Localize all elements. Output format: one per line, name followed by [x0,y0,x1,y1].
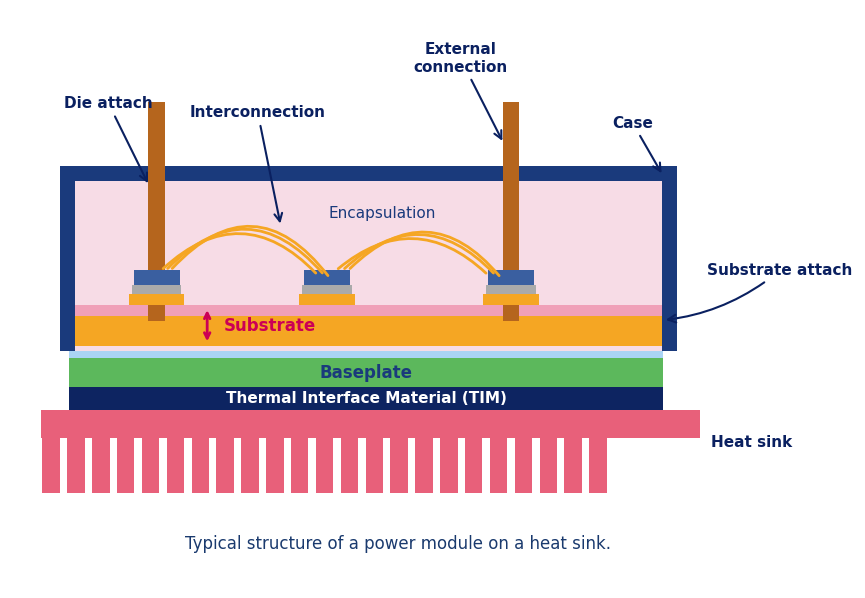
FancyArrowPatch shape [338,239,486,273]
Bar [74,306,662,316]
Text: Baseplate: Baseplate [319,364,413,382]
Bar [42,410,700,438]
Text: Thermal Interface Material (TIM): Thermal Interface Material (TIM) [226,392,506,407]
Text: Interconnection: Interconnection [189,105,326,221]
Text: Substrate: Substrate [224,317,316,335]
Bar [540,438,557,493]
Bar [241,438,259,493]
Bar [291,438,309,493]
Text: Case: Case [612,115,660,171]
Bar [133,270,180,285]
Bar [490,438,508,493]
Bar [488,270,534,285]
FancyArrowPatch shape [168,229,323,273]
Bar [503,102,519,321]
Bar [299,294,355,306]
Bar [117,438,134,493]
Text: Encapsulation: Encapsulation [329,206,436,221]
Bar [167,438,184,493]
Bar [129,294,184,306]
Bar [67,438,85,493]
Bar [515,438,532,493]
Bar [316,438,333,493]
Text: Die attach: Die attach [64,96,153,181]
Bar [465,438,483,493]
Bar [266,438,284,493]
Bar [662,166,676,350]
FancyArrowPatch shape [163,234,316,273]
Bar [69,358,663,388]
Bar [142,438,159,493]
Bar [60,166,676,350]
Bar [415,438,432,493]
FancyArrowPatch shape [172,226,328,276]
Bar [216,438,234,493]
Bar [191,438,209,493]
Bar [341,438,358,493]
Bar [390,438,408,493]
Bar [565,438,582,493]
Bar [60,166,676,181]
Bar [589,438,606,493]
Bar [60,166,74,350]
Bar [74,316,662,346]
Bar [304,270,350,285]
Bar [92,438,110,493]
Bar [131,285,182,294]
Bar [69,350,663,358]
Bar [366,438,383,493]
Text: External
connection: External connection [413,42,508,139]
Bar [486,285,536,294]
Bar [302,285,352,294]
Bar [440,438,458,493]
Bar [69,388,663,410]
FancyArrowPatch shape [344,234,493,273]
Bar [148,102,165,321]
Text: Substrate attach: Substrate attach [668,263,853,322]
Bar [42,438,60,493]
Bar [484,294,539,306]
Text: Typical structure of a power module on a heat sink.: Typical structure of a power module on a… [185,535,612,553]
Text: Heat sink: Heat sink [711,435,792,450]
FancyArrowPatch shape [350,232,499,276]
